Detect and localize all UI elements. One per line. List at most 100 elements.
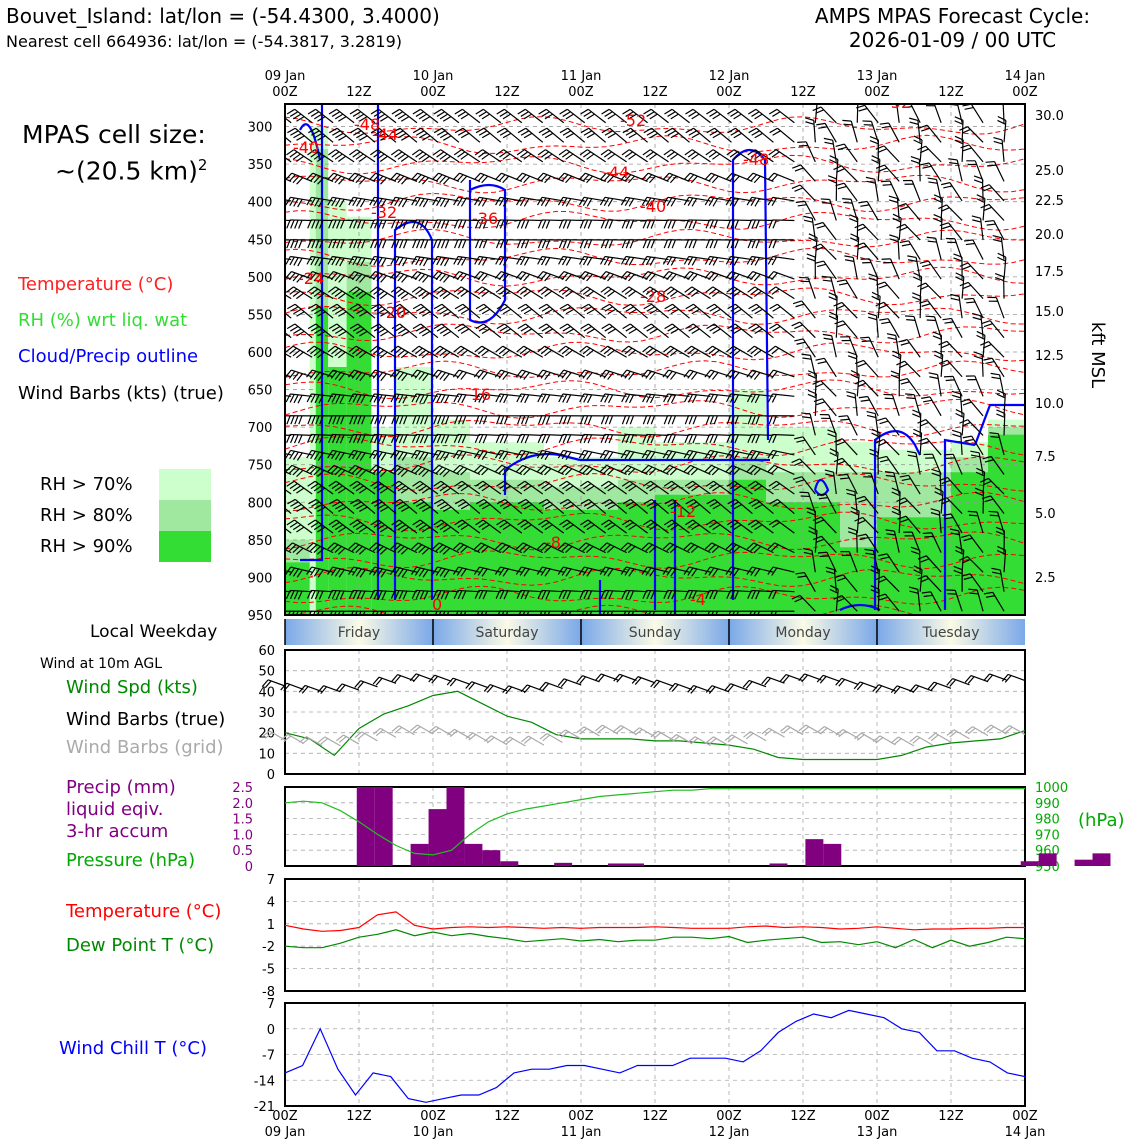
wind-barb-flag	[662, 172, 670, 181]
wind-barb-flag	[876, 593, 886, 598]
pressure-tick: 700	[248, 421, 273, 436]
wind-barb-flag	[610, 611, 614, 615]
wind-barb-flag	[369, 393, 375, 403]
wind-barb-grid-flag	[317, 736, 326, 743]
wind-barb	[566, 149, 586, 163]
wind-barb-flag	[475, 519, 484, 526]
wind-barb-flag	[670, 328, 679, 335]
temperature-contour	[285, 550, 1025, 570]
wind-barb-flag	[457, 306, 467, 312]
wind-barb-flag	[733, 568, 740, 577]
wind-barb-flag	[706, 323, 715, 330]
wind-barb-flag	[373, 306, 383, 312]
wind-barb-flag	[725, 464, 733, 473]
top-hour-label: 12Z	[938, 85, 964, 100]
wind-barb-flag	[348, 434, 354, 443]
wind-barb-flag	[498, 197, 505, 207]
precip-bar	[625, 863, 644, 866]
wind-barb-flag	[791, 594, 801, 600]
top-date-label: 14 Jan	[1005, 69, 1046, 84]
wind-barb-flag	[296, 116, 305, 122]
wind-barb-flag	[482, 415, 488, 425]
wind-barb-grid-flag	[412, 726, 421, 733]
wind-barb-flag	[418, 175, 426, 184]
wind-panel-ytick: 0	[267, 768, 275, 783]
wind-barb-true-flag	[930, 682, 938, 691]
wind-barb-flag	[391, 480, 400, 487]
wind-barb-flag	[433, 480, 442, 487]
wind-barb-flag	[433, 415, 438, 425]
wind-barb	[823, 357, 837, 378]
wind-barb-flag	[296, 506, 305, 512]
wind-barb-flag	[898, 377, 908, 382]
wind-barb-flag	[356, 132, 365, 139]
wind-barb-flag	[537, 415, 543, 425]
wind-barb-flag	[580, 323, 589, 330]
wind-barb-flag	[419, 257, 425, 266]
wind-barb-flag	[607, 273, 614, 282]
wind-barb-flag	[265, 256, 269, 264]
wind-barb-grid-flag	[283, 735, 292, 743]
wind-barb-flag	[519, 567, 526, 576]
wind-barb-flag	[515, 566, 522, 575]
wind-barb-flag	[579, 286, 588, 293]
wind-barb-flag	[599, 566, 606, 575]
wind-barb-flag	[454, 498, 464, 505]
wind-barb-flag	[474, 345, 483, 353]
wind-barb-flag	[292, 468, 300, 476]
wind-barb-flag	[666, 450, 673, 460]
wind-barb-flag	[746, 542, 755, 550]
wind-barb-flag	[433, 519, 442, 526]
wind-barb-flag	[600, 239, 606, 249]
wind-barb-flag	[459, 611, 463, 615]
wind-barb	[799, 321, 816, 339]
kft-tick: 20.0	[1035, 228, 1064, 243]
wind-barb-flag	[898, 363, 908, 369]
wind-barb-flag	[603, 450, 610, 460]
wind-barb-flag	[645, 450, 652, 460]
wind-spd-label: Wind Spd (kts)	[66, 677, 198, 698]
wind-barb-flag	[934, 350, 943, 356]
wind-barb	[377, 286, 397, 300]
wind-barb-flag	[411, 590, 417, 599]
wind-barb-flag	[747, 219, 752, 229]
wind-barb-flag	[932, 335, 942, 340]
wind-barb-flag	[372, 450, 379, 460]
wind-barb-flag	[897, 203, 907, 208]
bottom-hour-label: 00Z	[272, 1109, 298, 1124]
wind-barb-flag	[390, 464, 398, 473]
wind-barb-flag	[377, 219, 383, 229]
wind-barb-flag	[972, 219, 982, 223]
temp-panel-ytick: 4	[267, 895, 275, 910]
wind-barb-flag	[561, 272, 569, 281]
wind-barb-flag	[565, 349, 573, 357]
wind-barb-flag	[754, 132, 763, 139]
wind-barb-flag	[474, 196, 480, 206]
wind-barb-flag	[866, 414, 876, 419]
wind-barb-flag	[453, 286, 462, 293]
wind-barb-true-flag	[468, 682, 476, 691]
wind-barb-flag	[481, 524, 490, 531]
wind-barb-flag	[815, 382, 824, 388]
wind-barb-flag	[380, 198, 387, 208]
wind-barb-flag	[499, 325, 508, 332]
wind-barb-flag	[334, 175, 342, 184]
wind-barb-flag	[649, 349, 657, 357]
wind-barb-flag	[374, 501, 383, 507]
wind-barb-flag	[926, 236, 936, 239]
wind-barb-flag	[327, 196, 333, 206]
wind-barb-flag	[797, 575, 807, 578]
wind-barb-flag	[268, 175, 274, 182]
wind-barb-flag	[397, 485, 406, 492]
wind-barb-flag	[980, 341, 989, 346]
wind-barb-flag	[982, 343, 992, 349]
wind-barb-flag	[332, 130, 341, 136]
wind-barb-flag	[473, 369, 481, 378]
wind-barb-flag	[771, 370, 778, 379]
wind-barb	[377, 149, 397, 163]
wind-barb-grid-flag	[967, 727, 976, 735]
precip-bar	[1092, 853, 1111, 866]
wind-barb-flag	[298, 415, 303, 425]
wind-barb-flag	[687, 370, 694, 379]
wind-barb-flag	[328, 239, 333, 249]
